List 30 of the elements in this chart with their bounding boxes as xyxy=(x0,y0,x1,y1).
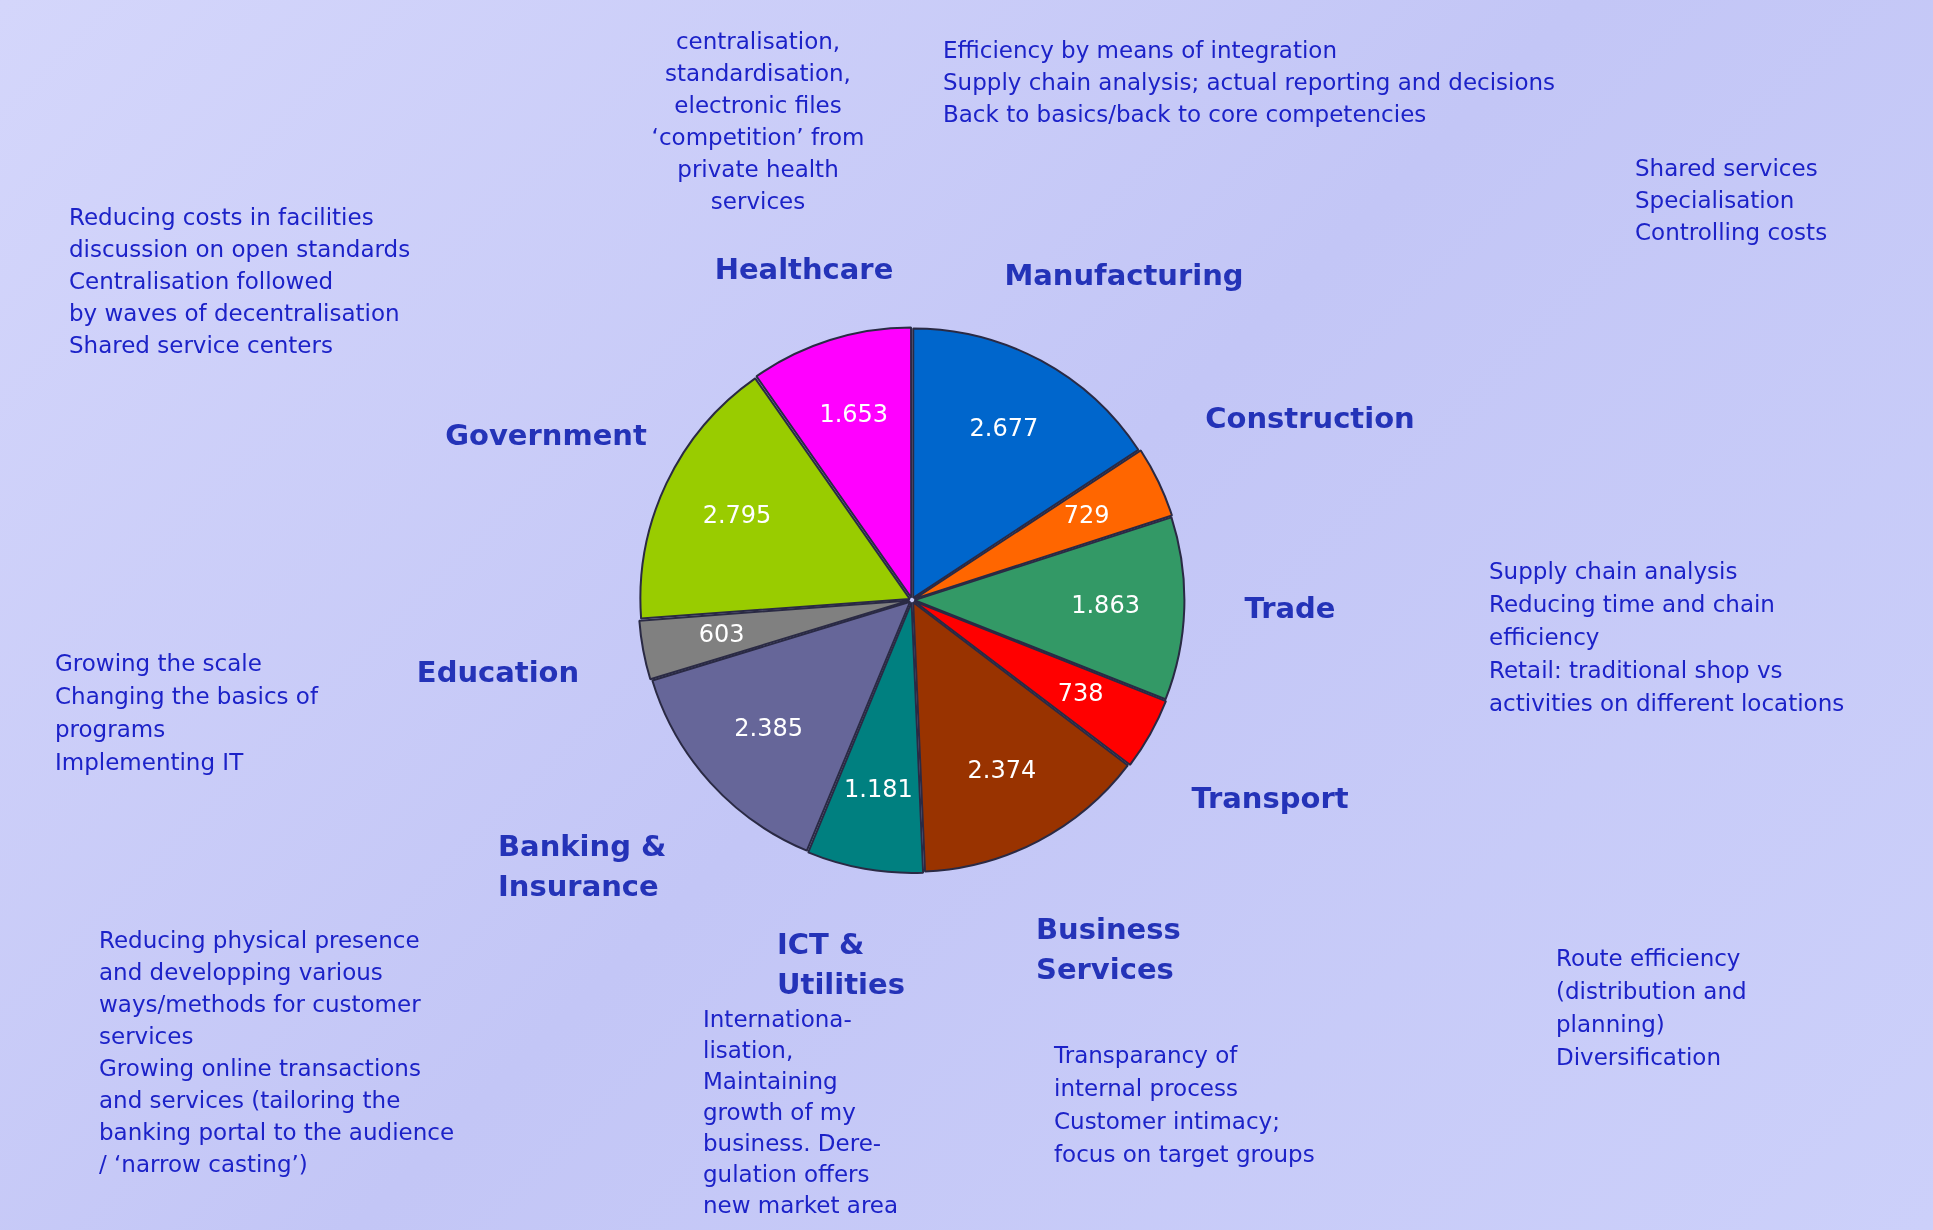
text: Route efficiency (distribution and planning) Diversification xyxy=(1556,944,1747,1070)
data-label: 738 xyxy=(1057,679,1104,708)
text: centralisation, standardisation, electronic files ‘competition’ from private health services xyxy=(651,27,865,214)
text: Transparancy of internal process Customer intimacy; focus on target groups xyxy=(1053,1041,1315,1167)
slice-label: Healthcare xyxy=(714,251,894,286)
slice-label: Manufacturing xyxy=(1004,257,1244,292)
data-label: 2.374 xyxy=(967,755,1037,784)
slice-label: Trade xyxy=(1244,590,1336,625)
text: Reducing physical presence and developping various ways/methods for customer services Growing online transactions and services (tailoring the banking portal to the audience / ‘narrow casting’) xyxy=(99,926,455,1177)
text: Supply chain analysis Reducing time and chain efficiency Retail: traditional shop vs activities on different locations xyxy=(1489,557,1845,716)
data-label: 2.795 xyxy=(702,501,772,530)
data-label: 729 xyxy=(1063,500,1110,529)
slice-label: Business Services xyxy=(1036,911,1181,986)
slice-label: Construction xyxy=(1205,400,1415,435)
text: Growing the scale Changing the basics of programs Implementing IT xyxy=(55,649,319,775)
text: Efficiency by means of integration Supply chain analysis; actual reporting and decisions Back to basics/back to core competencies xyxy=(943,36,1556,127)
data-label: 1.653 xyxy=(819,399,889,428)
data-label: 2.677 xyxy=(969,413,1039,442)
data-label: 1.181 xyxy=(843,774,913,803)
data-label: 2.385 xyxy=(734,714,803,743)
data-label: 603 xyxy=(698,619,745,648)
slice-label: Transport xyxy=(1191,780,1349,815)
slice-label: Banking & Insurance xyxy=(498,828,667,903)
data-label: 1.863 xyxy=(1071,590,1140,619)
text: Reducing costs in facilities discussion on open standards Centralisation followed by waves of decentralisation Shared service centers xyxy=(69,203,411,358)
text: Shared services Specialisation Controlling costs xyxy=(1635,154,1828,245)
slice-label: ICT & Utilities xyxy=(777,926,905,1001)
text: Internationa- lisation, Maintaining growth of my business. Dere- gulation offers new market area xyxy=(703,1005,899,1218)
slice-label: Government xyxy=(445,417,647,452)
slice-label: Education xyxy=(416,654,580,689)
